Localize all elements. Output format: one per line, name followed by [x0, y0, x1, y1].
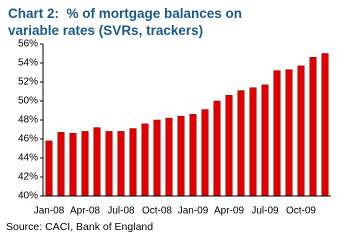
bar [309, 57, 317, 197]
y-tick-label: 54% [18, 58, 38, 69]
bar [105, 131, 113, 197]
x-tick-label: Jan-09 [178, 206, 209, 217]
bar [201, 109, 209, 197]
y-tick-label: 40% [18, 191, 38, 202]
bar [261, 84, 269, 197]
bar [273, 70, 281, 197]
x-tick-label: Apr-09 [214, 206, 244, 217]
bar [213, 100, 221, 197]
bar [297, 65, 305, 197]
y-tick-label: 46% [18, 134, 38, 145]
bar [177, 115, 185, 197]
y-tick-label: 50% [18, 96, 38, 107]
bar [45, 140, 53, 197]
source-note: Source: CACI, Bank of England [6, 221, 154, 233]
bar [153, 119, 161, 197]
y-tick-label: 52% [18, 77, 38, 88]
bar [129, 128, 137, 197]
x-tick-label: Oct-08 [142, 206, 172, 217]
chart-title: Chart 2: % of mortgage balances on varia… [8, 6, 246, 38]
bar [249, 87, 257, 197]
bar [237, 90, 245, 197]
bar [93, 127, 101, 197]
x-tick-label: Oct-09 [286, 206, 316, 217]
bar [57, 132, 65, 197]
y-tick-label: 56% [18, 39, 38, 50]
bar [81, 131, 89, 197]
bar [141, 123, 149, 197]
y-tick-label: 42% [18, 172, 38, 183]
bar [117, 131, 125, 197]
bar [321, 53, 329, 197]
bar [69, 133, 77, 197]
bar [285, 69, 293, 197]
y-tick-label: 44% [18, 153, 38, 164]
x-tick-label: Jul-08 [107, 206, 135, 217]
bar [165, 117, 173, 197]
bar [189, 114, 197, 197]
x-tick-label: Jan-08 [34, 206, 65, 217]
x-tick-label: Apr-08 [70, 206, 100, 217]
bar [225, 95, 233, 197]
x-tick-label: Jul-09 [251, 206, 279, 217]
y-tick-label: 48% [18, 115, 38, 126]
